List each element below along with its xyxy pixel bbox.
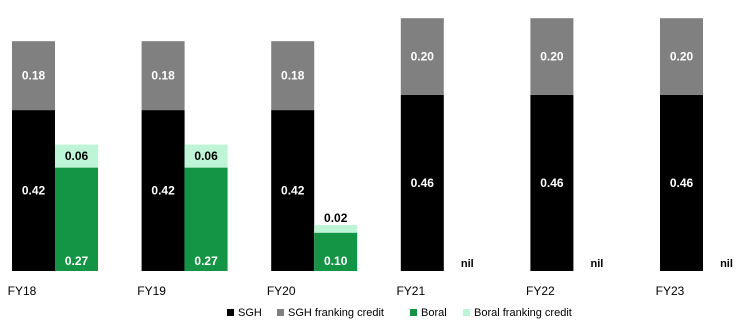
bar-segment-boral-fy19 (184, 167, 228, 271)
segment-labels-layer: 0.42 0.18 0.27 0.06 0.42 0.18 0.27 0.06 0.42 0.18… (22, 50, 733, 271)
category-label-fy23: FY23 (656, 284, 685, 298)
data-label: 0.46 (411, 176, 435, 190)
legend-label-sgh-franking-credit: SGH franking credit (288, 307, 384, 319)
bar-segment-sgh-fy19 (141, 110, 185, 271)
bar-segment-boral-franking-credit-fy19 (184, 144, 228, 168)
data-label: 0.27 (65, 254, 89, 268)
data-label: 0.18 (151, 69, 175, 83)
data-label: 0.02 (324, 211, 348, 225)
category-label-fy21: FY21 (396, 284, 425, 298)
category-label-fy19: FY19 (137, 284, 166, 298)
bar-segment-sgh-franking-credit-fy18 (12, 41, 55, 111)
legend-swatch-boral (410, 309, 417, 316)
data-label: 0.46 (540, 176, 564, 190)
nil-label: nil (590, 258, 603, 270)
data-label: 0.06 (65, 149, 89, 163)
nil-label: nil (720, 258, 733, 270)
category-label-fy20: FY20 (267, 284, 296, 298)
data-label: 0.20 (411, 50, 435, 64)
bar-segment-sgh-fy18 (12, 110, 55, 271)
bar-segment-sgh-fy23 (660, 94, 703, 271)
bar-segment-boral-fy20 (314, 232, 358, 271)
bar-segment-boral-franking-credit-fy18 (55, 144, 98, 168)
legend: SGH SGH franking credit Boral Boral frankin… (227, 307, 572, 319)
category-label-fy22: FY22 (526, 284, 555, 298)
data-label: 0.18 (22, 69, 46, 83)
nil-label: nil (461, 258, 474, 270)
data-label: 0.06 (194, 149, 218, 163)
bar-segment-boral-franking-credit-fy20 (314, 225, 358, 233)
category-label-fy18: FY18 (8, 284, 37, 298)
bar-segment-sgh-franking-credit-fy23 (660, 18, 703, 95)
bar-segment-sgh-franking-credit-fy19 (141, 41, 185, 111)
legend-label-boral-franking-credit: Boral franking credit (474, 307, 572, 319)
category-labels-layer: FY18 FY19 FY20 FY21 FY22 FY23 (8, 284, 685, 298)
data-label: 0.20 (540, 50, 564, 64)
bar-segment-sgh-fy21 (400, 94, 444, 271)
bar-segment-sgh-franking-credit-fy22 (530, 18, 574, 95)
legend-label-sgh: SGH (238, 307, 262, 319)
legend-swatch-sgh-franking-credit (277, 309, 284, 316)
bar-segment-sgh-fy22 (530, 94, 574, 271)
data-label: 0.27 (194, 254, 218, 268)
bar-segment-sgh-franking-credit-fy20 (271, 41, 315, 111)
data-label: 0.42 (22, 184, 46, 198)
data-label: 0.42 (281, 184, 305, 198)
bar-segment-sgh-fy20 (271, 110, 315, 271)
data-label: 0.46 (670, 176, 694, 190)
legend-swatch-sgh (227, 309, 234, 316)
data-label: 0.42 (151, 184, 175, 198)
data-label: 0.10 (324, 254, 348, 268)
bar-segment-sgh-franking-credit-fy21 (400, 18, 444, 95)
bars-layer (12, 18, 703, 271)
data-label: 0.18 (281, 69, 305, 83)
legend-label-boral: Boral (421, 307, 447, 319)
bar-segment-boral-fy18 (55, 167, 98, 271)
data-label: 0.20 (670, 50, 694, 64)
legend-swatch-boral-franking-credit (463, 309, 470, 316)
